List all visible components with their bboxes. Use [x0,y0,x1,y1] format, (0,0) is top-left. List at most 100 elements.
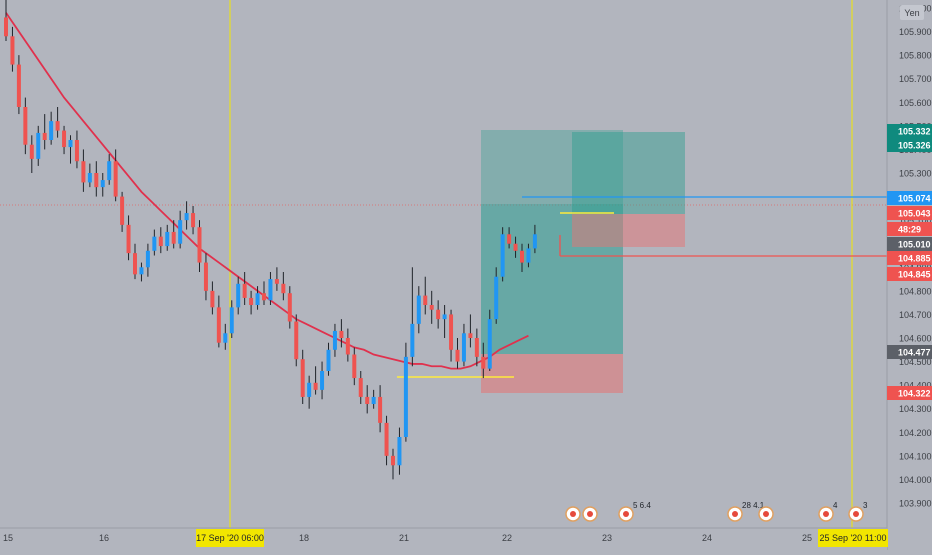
candle-body [384,422,389,456]
candle-body [365,396,370,404]
candle-body [197,227,202,263]
candle-body [345,338,350,355]
candle-body [287,293,292,322]
candle-body [378,396,383,423]
event-badge[interactable] [565,506,581,522]
candle-body [313,382,318,390]
candle-body [455,349,460,362]
candle [107,154,112,185]
candle-body [339,330,344,338]
candle [307,375,312,409]
candle [68,135,73,164]
moving-average-line [5,12,529,370]
candle [481,342,486,379]
event-badge-label: 4 [833,501,838,510]
candle-body [229,307,234,334]
candle [300,349,305,404]
price-tag [887,191,932,205]
event-badge[interactable] [758,506,774,522]
candle [113,149,118,202]
event-badge[interactable] [582,506,598,522]
candle-body [107,161,112,181]
time-highlight-label: 17 Sep '20 06:00 [196,533,264,543]
time-tick-label: 23 [602,533,612,543]
stop-box-2 [572,214,685,247]
candle-body [410,323,415,357]
price-tag [887,222,932,236]
candle [274,267,279,291]
event-badge-label: 5 6.4 [633,501,651,510]
unit-badge[interactable] [900,5,924,20]
candle-body [203,262,208,291]
candle-body [520,250,524,263]
price-tick-label: 105.600 [899,98,932,108]
candle-body [87,173,92,183]
candle-body [171,231,176,244]
candle-body [255,293,260,305]
candle [391,448,395,480]
stop-box [481,354,623,393]
candle [507,227,512,249]
candle [358,371,363,404]
candle-body [242,283,247,298]
candle-body [49,121,54,140]
candle-body [436,309,441,320]
candle-body [481,356,486,369]
candle-body [210,290,215,308]
price-tag-label: 104.477 [898,348,931,358]
candle [255,286,260,310]
candle [203,253,208,301]
candle [4,0,8,41]
candle-body [191,213,196,228]
price-tick-label: 104.600 [899,334,932,344]
candle [171,220,176,249]
candle [397,427,402,475]
candle [371,389,376,409]
candle-body [10,36,15,65]
candle [74,130,79,169]
candle-body [494,276,499,320]
price-tick-label: 104.800 [899,286,932,296]
flag-icon [623,511,629,517]
price-tick-label: 104.500 [899,357,932,367]
event-badge[interactable]: 3 [848,501,868,522]
candle [294,314,299,367]
candle-body [429,305,434,310]
flag-icon [823,511,829,517]
candle-body [81,161,86,183]
candle-body [513,243,518,251]
candle-body [487,319,492,369]
candle [145,243,150,277]
time-tick-label: 22 [502,533,512,543]
candle-body [42,132,47,140]
candle [184,201,189,230]
candle [42,114,47,150]
time-highlight-label: 25 Sep '20 11:00 [819,533,886,543]
flag-icon [570,511,576,517]
candle [532,224,537,254]
event-badge[interactable]: 5 6.4 [618,501,651,522]
price-tag-label: 105.332 [898,127,931,137]
candle-body [16,64,21,107]
flag-icon [732,511,738,517]
candle-body [178,220,183,244]
candle [461,323,466,367]
candle [339,319,344,348]
candle-body [29,144,34,159]
candle [249,290,254,315]
event-badge[interactable]: 4 [818,501,838,522]
candle-body [281,283,286,294]
candle [513,236,518,258]
candle [423,276,428,315]
event-badge[interactable]: 28 4.1 [727,501,765,522]
price-tag-label: 48:29 [898,225,921,235]
target-box-2 [572,132,685,214]
candle-body [358,378,363,397]
candle-body [133,253,137,275]
price-tag [887,138,932,152]
candle-body [307,382,312,397]
price-tick-label: 103.900 [899,499,932,509]
moving-average [5,12,529,370]
candle [332,323,337,357]
